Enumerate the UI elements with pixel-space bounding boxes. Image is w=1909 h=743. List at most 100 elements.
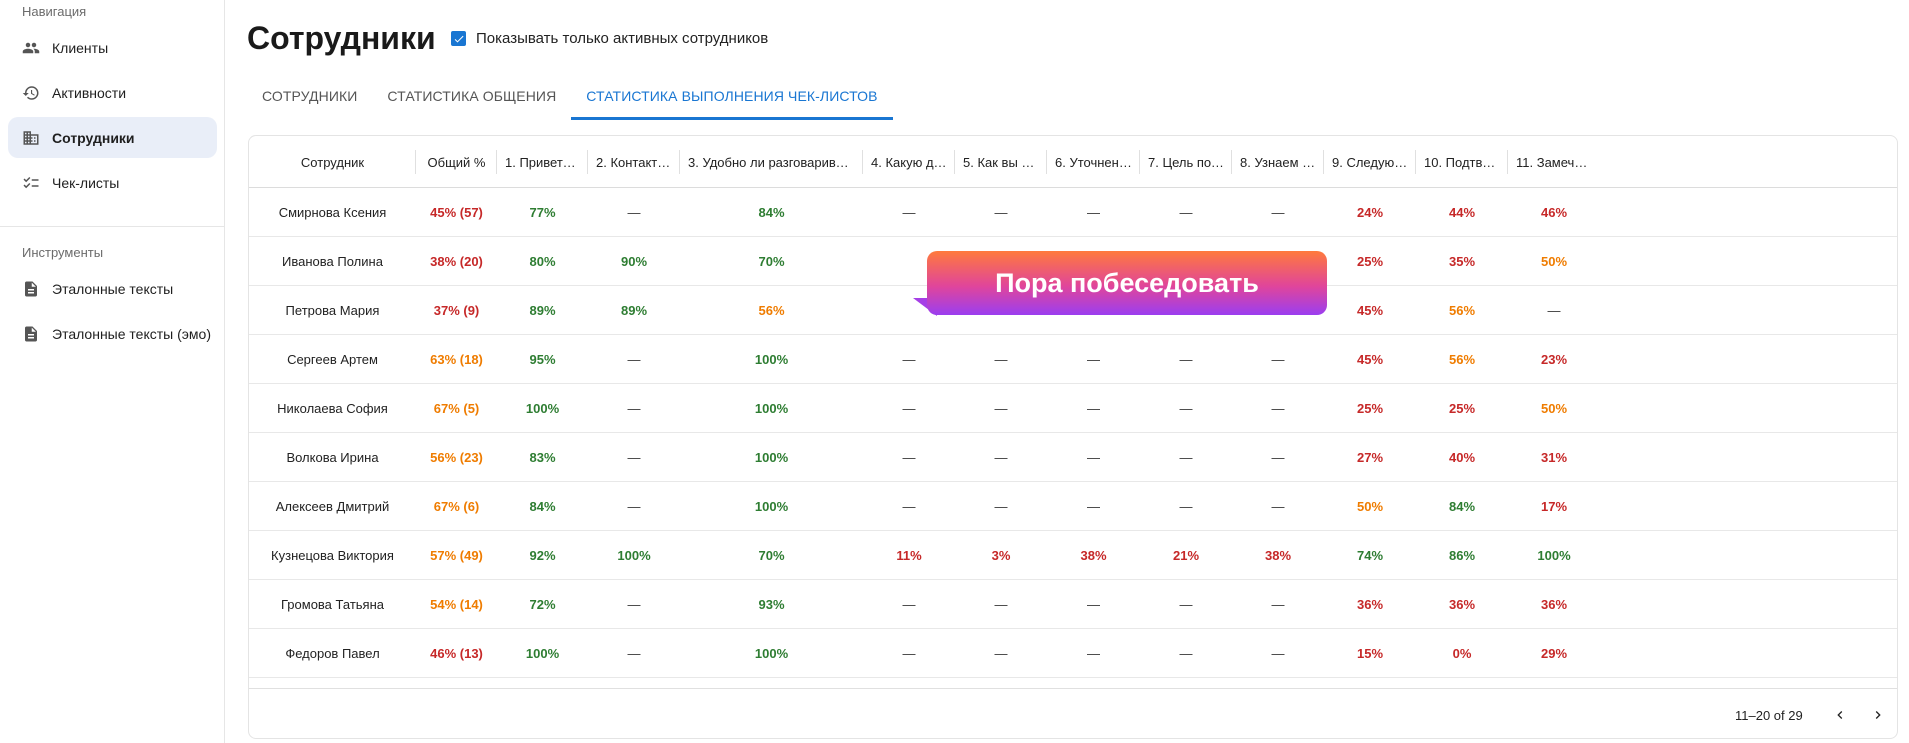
- column-header[interactable]: Общий %: [416, 136, 497, 188]
- checklist-item-cell: 38%: [1264, 547, 1292, 563]
- overall-percent-cell: 63% (18): [430, 351, 483, 367]
- checklist-item-cell: —: [902, 498, 916, 514]
- tab-employees[interactable]: СОТРУДНИКИ: [262, 88, 358, 104]
- checklist-item-cell: —: [627, 449, 641, 465]
- tabs-bar: СОТРУДНИКИ СТАТИСТИКА ОБЩЕНИЯ СТАТИСТИКА…: [247, 80, 893, 120]
- column-separator[interactable]: [862, 150, 863, 174]
- column-header[interactable]: 6. Уточнени…: [1047, 136, 1140, 188]
- column-header[interactable]: 9. Следующ…: [1324, 136, 1416, 188]
- checklist-item-cell: —: [1087, 645, 1100, 661]
- checklist-item-cell: 84%: [758, 204, 785, 220]
- checklist-item-cell: 74%: [1356, 547, 1384, 563]
- checklist-item-cell: 86%: [1448, 547, 1476, 563]
- column-separator[interactable]: [587, 150, 588, 174]
- column-separator[interactable]: [1415, 150, 1416, 174]
- column-header[interactable]: 8. Узнаем ср…: [1232, 136, 1324, 188]
- active-only-filter[interactable]: Показывать только активных сотрудников: [451, 30, 768, 47]
- column-header-label: 1. Приветств…: [505, 154, 580, 170]
- checklist-item-cell: 0%: [1452, 645, 1472, 661]
- column-header-label: 2. Контакт уз…: [596, 154, 672, 170]
- building-icon: [22, 129, 40, 147]
- column-separator[interactable]: [1323, 150, 1324, 174]
- document-icon: [22, 280, 40, 298]
- column-header[interactable]: Сотрудник: [249, 136, 416, 188]
- column-separator[interactable]: [1046, 150, 1047, 174]
- checklist-item-cell: 56%: [1448, 302, 1476, 318]
- column-separator[interactable]: [415, 150, 416, 174]
- sidebar: Навигация Клиенты Активности Сотрудники …: [0, 0, 225, 743]
- table-header: Сотрудник Общий % 1. Приветств… 2. Контакт …: [249, 136, 1897, 188]
- checklist-item-cell: 80%: [529, 253, 556, 269]
- checklist-item-cell: 38%: [1080, 547, 1107, 563]
- checklist-item-cell: 72%: [529, 596, 556, 612]
- column-separator[interactable]: [1231, 150, 1232, 174]
- column-separator[interactable]: [679, 150, 680, 174]
- column-header[interactable]: 1. Приветств…: [497, 136, 588, 188]
- checklist-item-cell: —: [994, 400, 1008, 416]
- sidebar-item-activities[interactable]: Активности: [8, 72, 217, 113]
- column-header[interactable]: 2. Контакт уз…: [588, 136, 680, 188]
- column-separator[interactable]: [1507, 150, 1508, 174]
- sidebar-item-clients[interactable]: Клиенты: [8, 27, 217, 68]
- sidebar-item-employees[interactable]: Сотрудники: [8, 117, 217, 158]
- sidebar-item-reference-texts[interactable]: Эталонные тексты: [8, 268, 217, 309]
- checklist-item-cell: 17%: [1540, 498, 1568, 514]
- checklist-item-cell: —: [1087, 351, 1100, 367]
- checklist-item-cell: 24%: [1356, 204, 1384, 220]
- employee-name-cell: Волкова Ирина: [286, 449, 379, 465]
- checklist-item-cell: 77%: [529, 204, 556, 220]
- employee-name-cell: Николаева София: [277, 400, 388, 416]
- checklist-item-cell: 84%: [1448, 498, 1476, 514]
- checklist-item-cell: —: [1087, 498, 1100, 514]
- table-row[interactable]: Сергеев Артем 63% (18) 95% — 100% — — — — — 45% 56%…: [249, 335, 1897, 384]
- sidebar-divider: [0, 226, 224, 227]
- column-separator[interactable]: [496, 150, 497, 174]
- sidebar-item-reference-texts-emo[interactable]: Эталонные тексты (эмо): [8, 313, 217, 354]
- overall-percent-cell: 37% (9): [433, 302, 480, 318]
- sidebar-item-checklists[interactable]: Чек-листы: [8, 162, 217, 203]
- column-header-label: 11. Замечан…: [1516, 154, 1592, 170]
- column-header[interactable]: 3. Удобно ли разговаривать: [680, 136, 863, 188]
- chevron-right-icon: [1875, 711, 1881, 719]
- column-header-label: Общий %: [427, 154, 486, 170]
- checklist-item-cell: 45%: [1356, 351, 1384, 367]
- checklist-item-cell: 100%: [525, 400, 560, 416]
- table-row[interactable]: Смирнова Ксения 45% (57) 77% — 84% — — — — — 24% 44…: [249, 188, 1897, 237]
- checklist-item-cell: 70%: [758, 547, 785, 563]
- column-header[interactable]: 11. Замечан…: [1508, 136, 1600, 188]
- column-separator[interactable]: [954, 150, 955, 174]
- prev-page-button[interactable]: [1827, 702, 1853, 728]
- checklist-item-cell: 15%: [1356, 645, 1384, 661]
- checklist-item-cell: 50%: [1540, 400, 1568, 416]
- column-header[interactable]: 5. Как вы пр…: [955, 136, 1047, 188]
- employee-name-cell: Алексеев Дмитрий: [275, 498, 390, 514]
- table-row[interactable]: Волкова Ирина 56% (23) 83% — 100% — — — — — 27% 40%…: [249, 433, 1897, 482]
- table-row[interactable]: Громова Татьяна 54% (14) 72% — 93% — — — — — 36% 36…: [249, 580, 1897, 629]
- tab-checklist-stats[interactable]: СТАТИСТИКА ВЫПОЛНЕНИЯ ЧЕК-ЛИСТОВ: [571, 80, 893, 120]
- employee-name-cell: Громова Татьяна: [280, 596, 385, 612]
- checklist-item-cell: 21%: [1172, 547, 1200, 563]
- column-header[interactable]: 7. Цель подг…: [1140, 136, 1232, 188]
- tab-communication-stats[interactable]: СТАТИСТИКА ОБЩЕНИЯ: [387, 88, 557, 104]
- table-row[interactable]: Николаева София 67% (5) 100% — 100% — — — — — 25% 2…: [249, 384, 1897, 433]
- table-row[interactable]: Кузнецова Виктория 57% (49) 92% 100% 70% 11% 3…: [249, 531, 1897, 580]
- tools-section-title: Инструменты: [22, 245, 104, 260]
- checklist-item-cell: —: [627, 645, 641, 661]
- table-row[interactable]: Алексеев Дмитрий 67% (6) 84% — 100% — — — — — 50% 8…: [249, 482, 1897, 531]
- column-header[interactable]: 10. Подтвер…: [1416, 136, 1508, 188]
- checklist-item-cell: 31%: [1540, 449, 1568, 465]
- overall-percent-cell: 46% (13): [430, 645, 483, 661]
- checklist-item-cell: —: [994, 645, 1008, 661]
- column-header-label: 5. Как вы пр…: [963, 154, 1039, 170]
- next-page-button[interactable]: [1865, 702, 1891, 728]
- active-only-checkbox[interactable]: [451, 31, 466, 46]
- column-separator[interactable]: [1139, 150, 1140, 174]
- column-header[interactable]: 4. Какую док…: [863, 136, 955, 188]
- table-row[interactable]: Федоров Павел 46% (13) 100% — 100% — — — — — 15% 0%…: [249, 629, 1897, 678]
- overall-percent-cell: 67% (5): [433, 400, 480, 416]
- checklist-item-cell: 89%: [620, 302, 648, 318]
- checklist-item-cell: —: [994, 498, 1008, 514]
- checklist-item-cell: —: [1179, 498, 1193, 514]
- checklist-item-cell: 35%: [1448, 253, 1476, 269]
